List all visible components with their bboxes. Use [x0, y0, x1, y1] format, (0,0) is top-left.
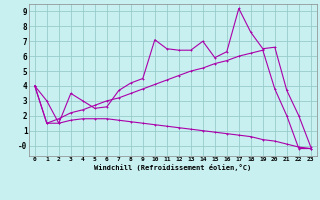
X-axis label: Windchill (Refroidissement éolien,°C): Windchill (Refroidissement éolien,°C)	[94, 164, 252, 171]
